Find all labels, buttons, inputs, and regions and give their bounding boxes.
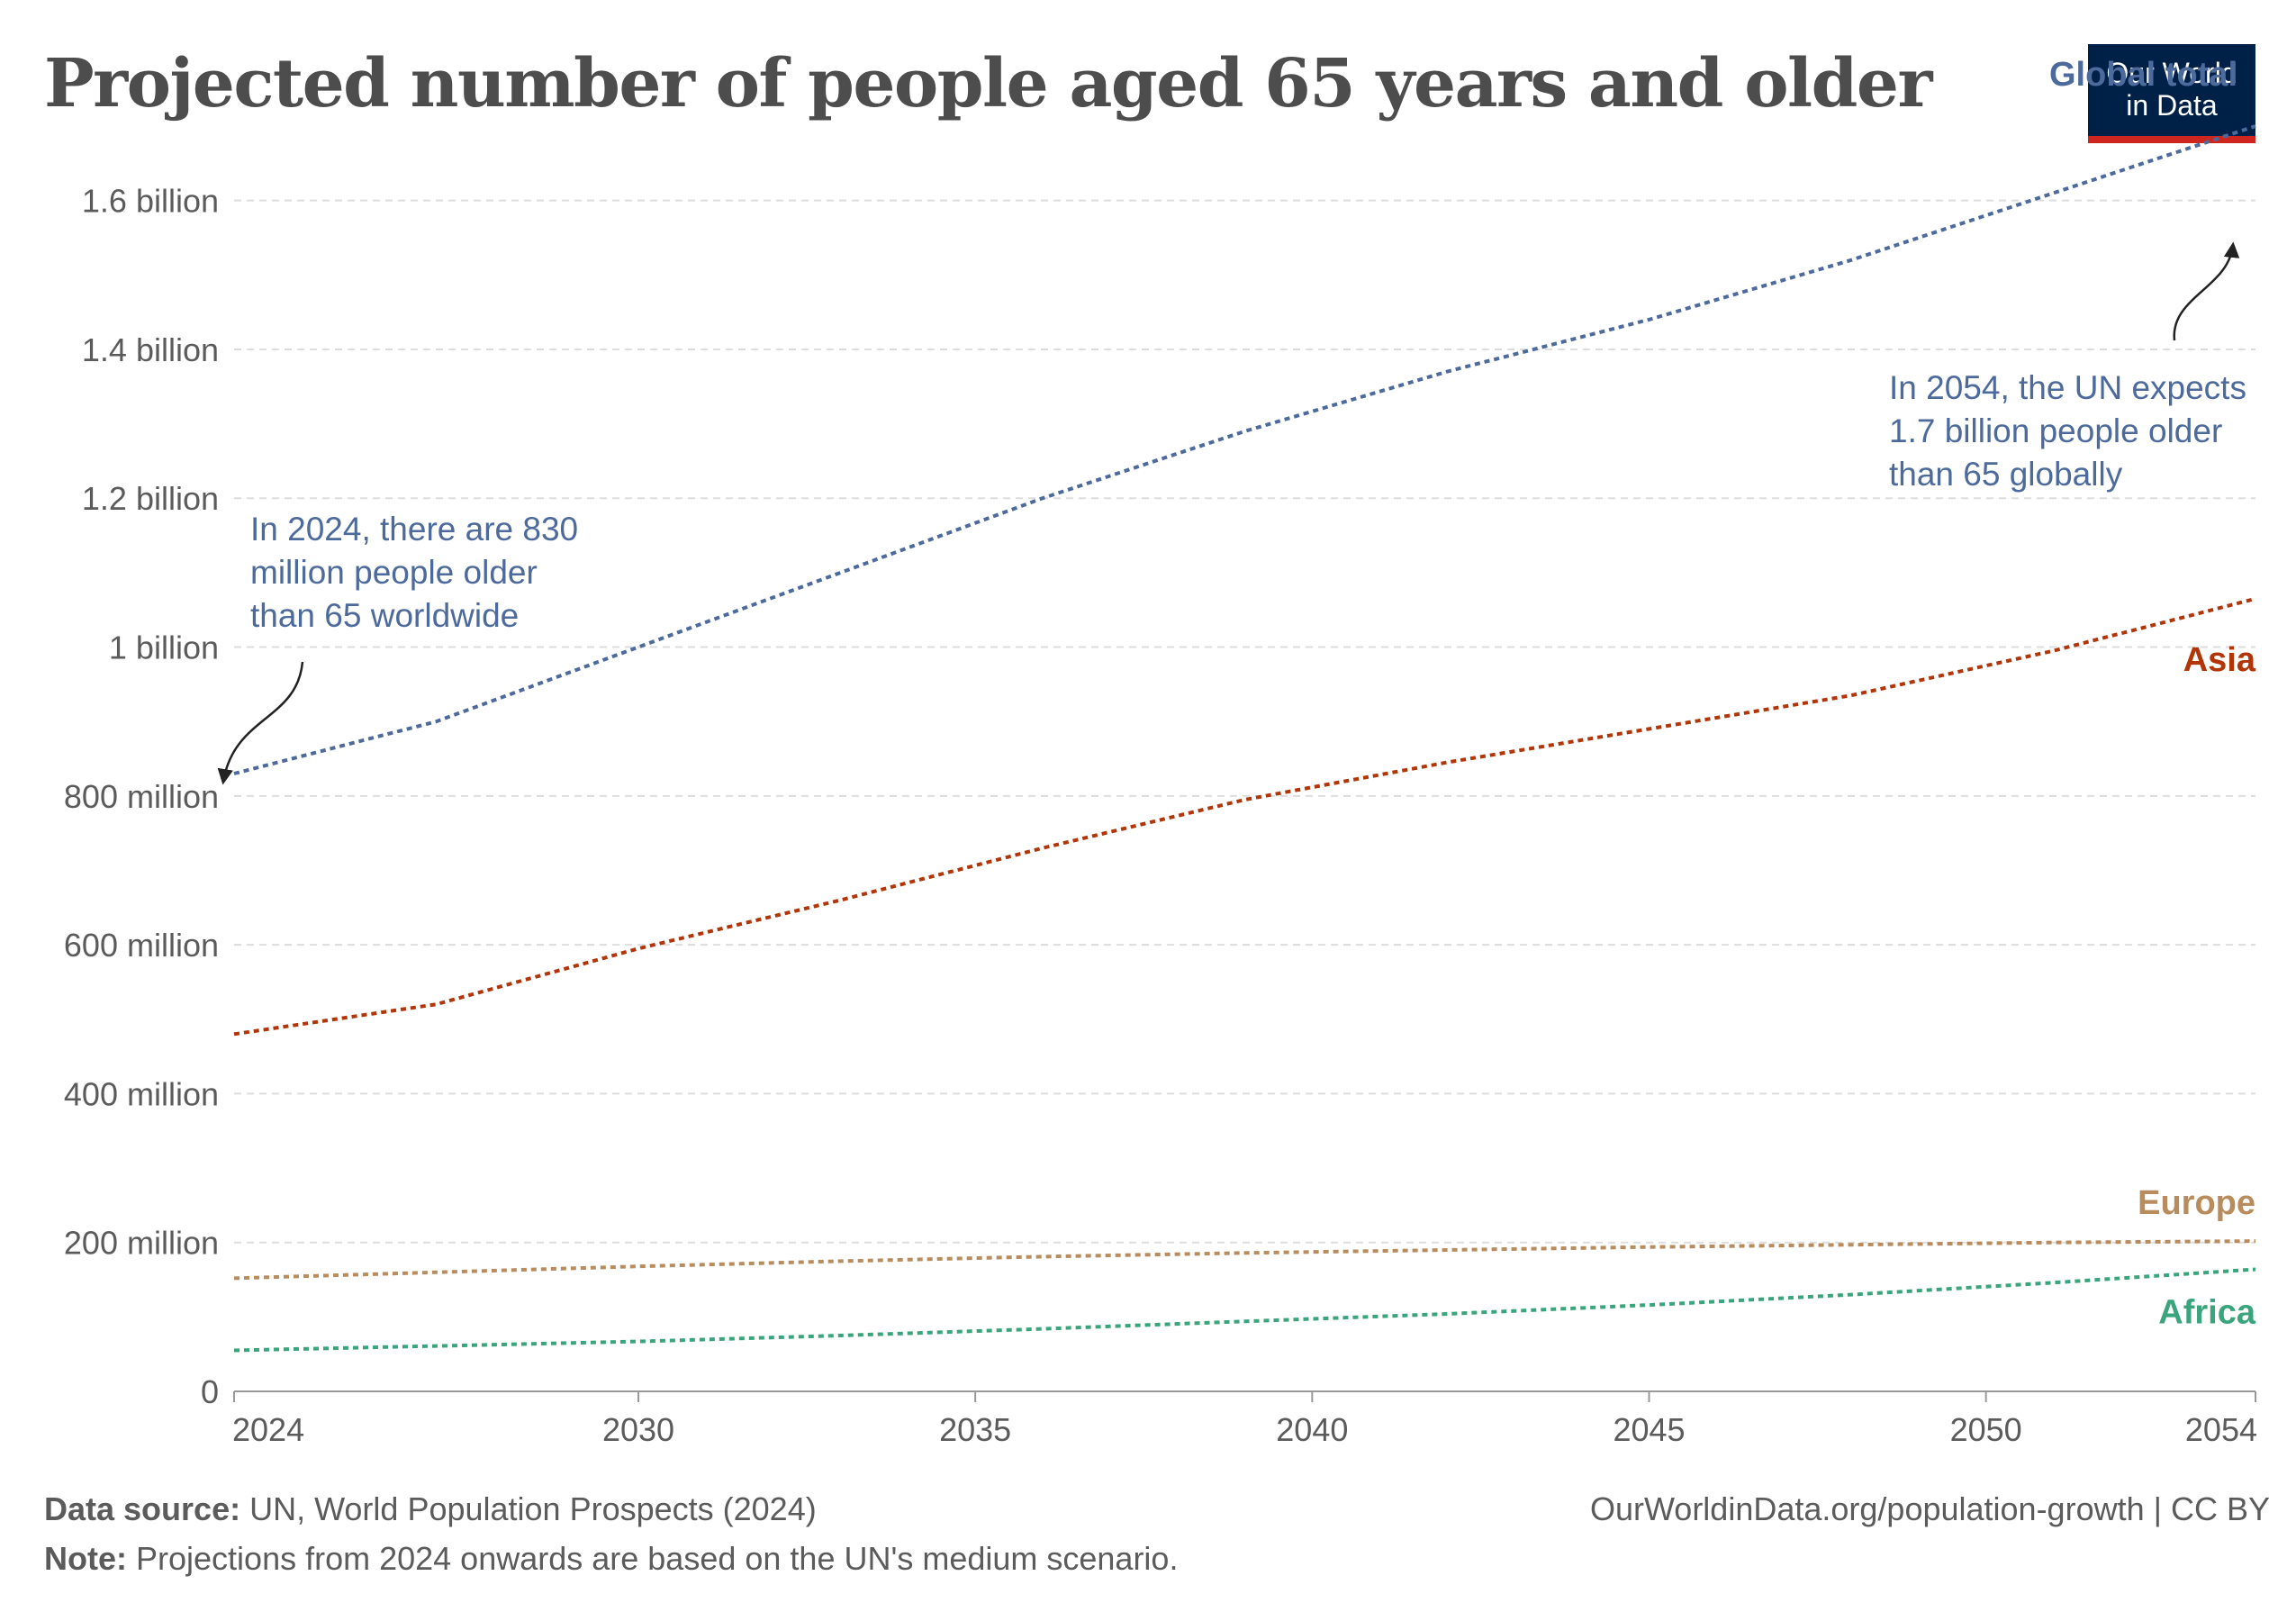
grid-lines (234, 199, 2255, 1244)
x-tick-label: 2040 (1276, 1411, 1348, 1448)
line-chart: 0 200 million 400 million 600 million 800 mi… (64, 56, 2257, 1448)
x-tick-label: 2030 (602, 1411, 674, 1448)
annotation-2024-line: million people older (250, 554, 538, 591)
x-tick-label: 2054 (2185, 1411, 2257, 1448)
x-tick-label: 2050 (1950, 1411, 2022, 1448)
logo-line-2: in Data (2126, 89, 2218, 122)
series-line-global-total (233, 124, 2256, 775)
series-label-africa: Africa (2158, 1293, 2256, 1331)
y-tick-label: 600 million (64, 927, 219, 964)
y-tick-label: 400 million (64, 1075, 219, 1112)
x-tick-label: 2045 (1613, 1411, 1685, 1448)
annotation-2024-line: than 65 worldwide (250, 597, 519, 634)
data-series (233, 124, 2256, 1353)
axes: 0 200 million 400 million 600 million 800 mi… (64, 183, 2257, 1448)
y-tick-label: 200 million (64, 1225, 219, 1262)
series-line-europe (233, 1239, 2256, 1281)
annotation-2054-arrow (2173, 241, 2240, 341)
series-label-asia: Asia (2183, 641, 2256, 679)
x-tick-label: 2024 (232, 1411, 304, 1448)
footer-data-source: Data source: UN, World Population Prospe… (44, 1490, 817, 1528)
annotation-2024-line: In 2024, there are 830 (250, 511, 578, 548)
y-tick-label: 1.2 billion (82, 480, 219, 517)
footer-note-label: Note: (44, 1540, 127, 1577)
footer-note: Note: Projections from 2024 onwards are … (44, 1540, 1178, 1578)
chart-title: Projected number of people aged 65 years… (44, 45, 1932, 122)
footer-source-label: Data source: (44, 1490, 241, 1527)
footer-note-text: Projections from 2024 onwards are based … (127, 1540, 1179, 1577)
annotation-2054-line: than 65 globally (1889, 456, 2123, 493)
annotation-2024-arrow (217, 661, 304, 785)
y-tick-label: 1.4 billion (82, 331, 219, 368)
footer-source-text: UN, World Population Prospects (2024) (240, 1490, 817, 1527)
annotation-2054-line: 1.7 billion people older (1889, 412, 2222, 449)
series-label-global-total: Global total (2049, 56, 2237, 94)
series-line-africa (233, 1267, 2256, 1353)
footer-url-link[interactable]: OurWorldinData.org/population-growth | C… (1589, 1490, 2270, 1527)
logo-line-1: Our World (2106, 57, 2237, 89)
owid-logo[interactable]: Our World in Data (2088, 44, 2255, 143)
series-line-asia (233, 596, 2256, 1037)
series-label-europe: Europe (2138, 1184, 2255, 1222)
annotation-2054-line: In 2054, the UN expects (1889, 369, 2246, 406)
series-labels: Global total Asia Europe Africa (2049, 56, 2256, 1331)
y-tick-label: 800 million (64, 778, 219, 815)
x-tick-label: 2035 (939, 1411, 1011, 1448)
y-tick-label: 1 billion (109, 629, 219, 666)
y-tick-label: 0 (201, 1373, 219, 1410)
annotations: In 2024, there are 830 million people old… (217, 241, 2246, 785)
y-tick-label: 1.6 billion (82, 183, 219, 220)
